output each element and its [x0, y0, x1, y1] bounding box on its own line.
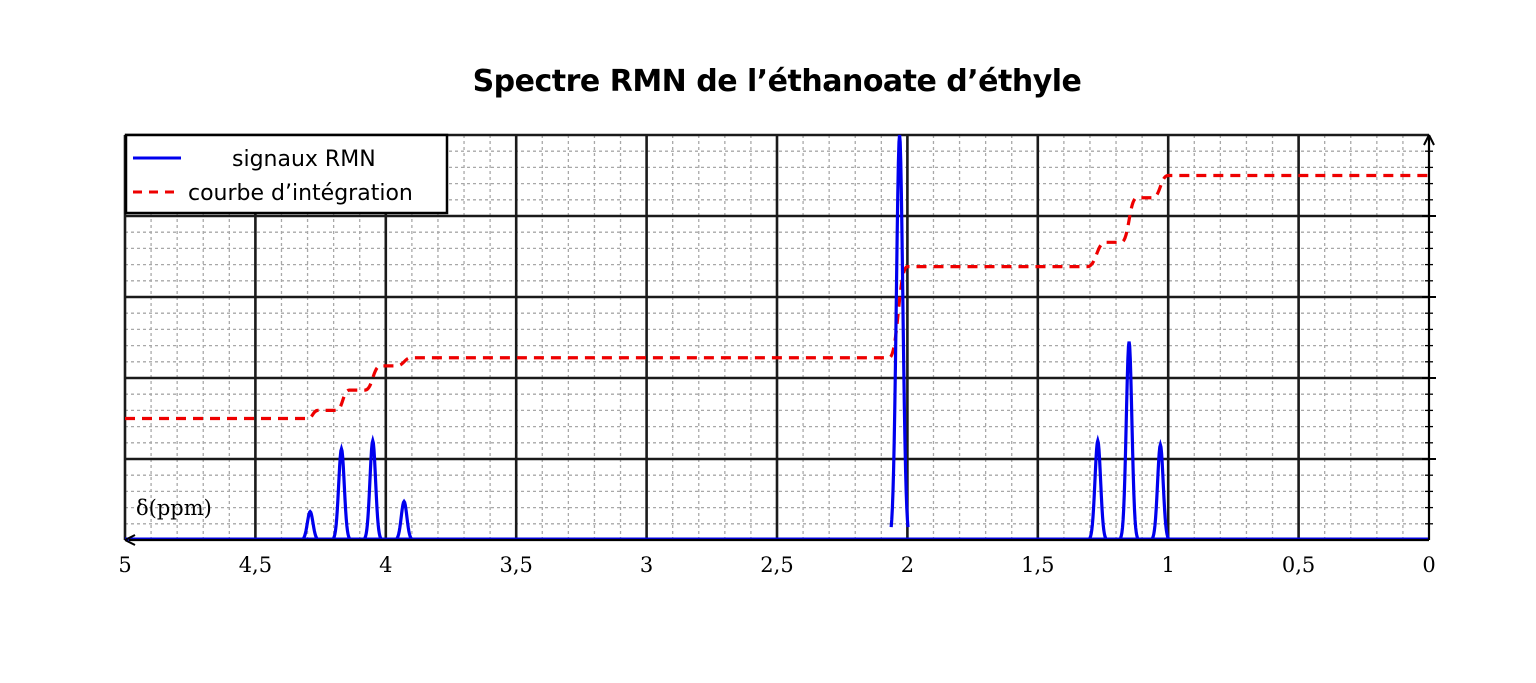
- x-tick-label: 2: [901, 553, 914, 577]
- y-axis-arrow: [1423, 134, 1435, 146]
- x-tick-label: 2,5: [760, 553, 793, 577]
- integration-curve: [125, 173, 1429, 421]
- signal-peak: [331, 443, 352, 540]
- x-tick-label: 0,5: [1282, 553, 1315, 577]
- signal-peak: [363, 434, 383, 540]
- integration-path: [125, 173, 1429, 421]
- x-tick-label: 0: [1422, 553, 1435, 577]
- x-tick-label: 3: [640, 553, 653, 577]
- x-tick-label: 4,5: [239, 553, 272, 577]
- chart-title: Spectre RMN de l’éthanoate d’éthyle: [472, 64, 1082, 99]
- x-tick-labels: 5 4,5 4 3,5 3 2,5 2 1,5 1 0,5 0: [118, 553, 1435, 577]
- axes: [124, 134, 1436, 546]
- signal-peak: [394, 498, 414, 541]
- x-tick-label: 4: [379, 553, 392, 577]
- x-tick-label: 5: [118, 553, 131, 577]
- x-tick-label: 1,5: [1021, 553, 1054, 577]
- legend-box: [124, 133, 449, 215]
- legend: signaux RMN courbe d’intégration: [124, 133, 449, 215]
- signal-peak: [1088, 434, 1108, 540]
- x-axis-arrow: [124, 534, 136, 546]
- signal-peak: [1119, 341, 1140, 539]
- signal-peak: [1150, 438, 1171, 540]
- signal-peak: [301, 509, 320, 542]
- legend-label-signal: signaux RMN: [232, 147, 376, 172]
- x-tick-label: 1: [1162, 553, 1175, 577]
- x-axis-label: δ(ppm): [136, 496, 212, 520]
- signal-peak: [889, 134, 910, 528]
- legend-label-integration: courbe d’intégration: [188, 181, 413, 206]
- x-tick-label: 3,5: [499, 553, 532, 577]
